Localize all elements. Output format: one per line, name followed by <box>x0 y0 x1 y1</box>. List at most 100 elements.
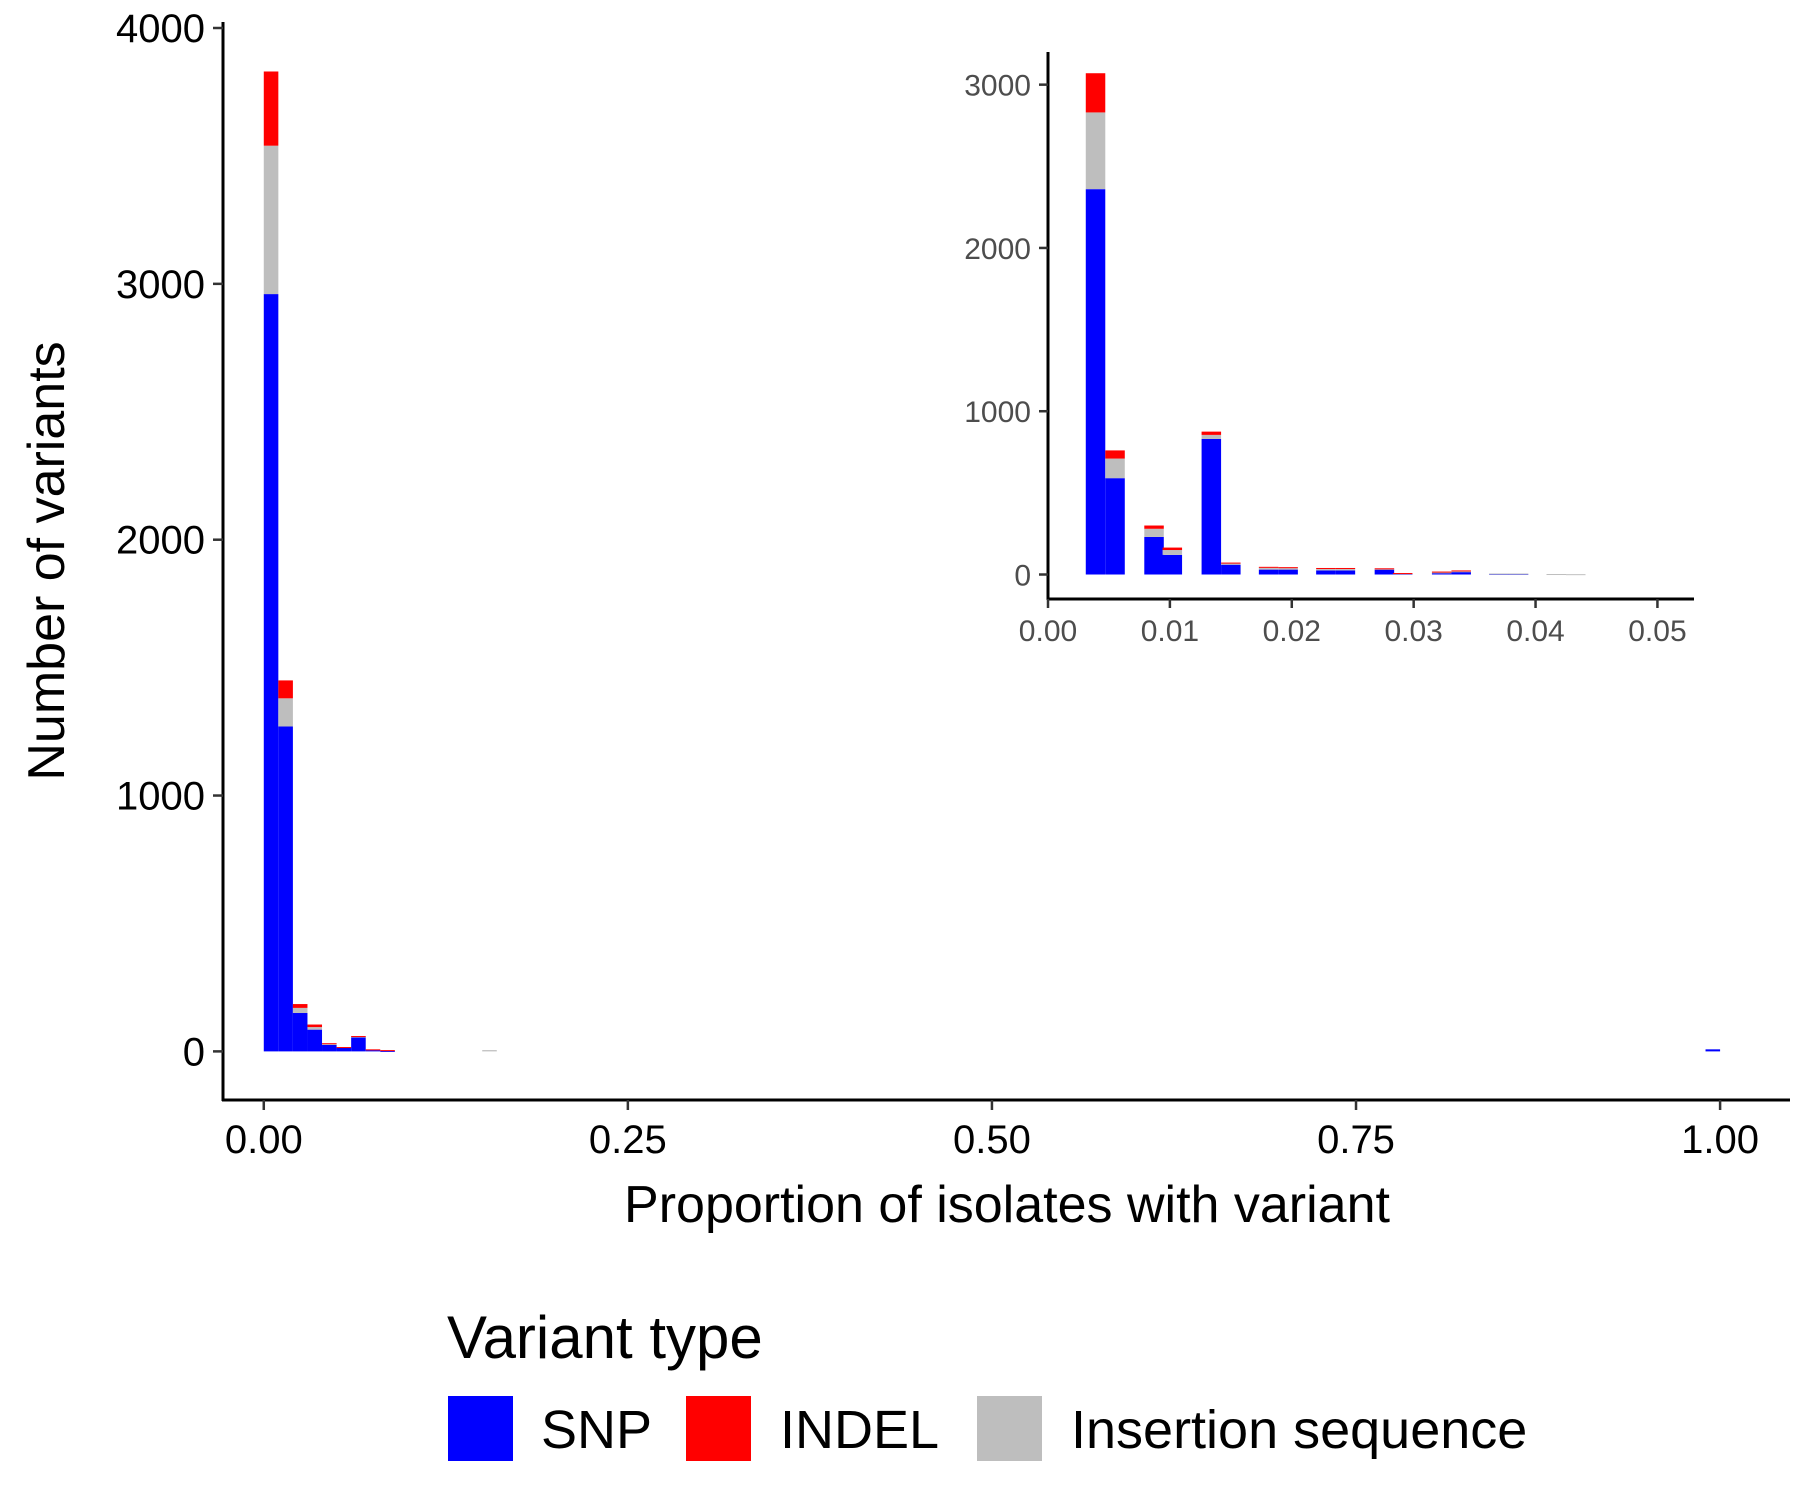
main-bar-indel-1 <box>278 680 293 699</box>
inset-bar-snp-6 <box>1258 569 1279 575</box>
inset-bar-indel-10 <box>1374 568 1395 570</box>
inset-bar-snp-12 <box>1431 572 1452 575</box>
inset-bar-snp-1 <box>1105 478 1125 575</box>
inset-y-tick-label: 2000 <box>964 233 1031 266</box>
legend-swatch-indel <box>686 1396 751 1461</box>
inset-bar-insertion-sequence-4 <box>1201 434 1222 439</box>
main-bar-snp-1 <box>278 726 293 1052</box>
inset-bar-snp-9 <box>1335 570 1356 575</box>
legend-label-snp: SNP <box>541 1400 652 1460</box>
main-bar-insertion-sequence-2 <box>292 1007 308 1014</box>
inset-bar-snp-13 <box>1451 572 1471 575</box>
main-bar-indel-8 <box>380 1050 395 1052</box>
inset-bars <box>1085 73 1586 576</box>
inset-x-tick-label: 0.01 <box>1141 615 1199 648</box>
inset-y-tick-label: 0 <box>1014 560 1031 593</box>
inset-bar-insertion-sequence-9 <box>1335 568 1356 571</box>
main-x-tick-label: 1.00 <box>1681 1118 1759 1162</box>
inset-bar-snp-10 <box>1374 569 1395 575</box>
inset-x-tick-label: 0.04 <box>1506 615 1564 648</box>
main-bar-indel-6 <box>351 1036 366 1038</box>
main-bar-snp-2 <box>292 1013 308 1052</box>
inset-x-ticks: 0.00 0.01 0.02 0.03 0.04 0.05 <box>1019 599 1687 648</box>
inset-bar-snp-2 <box>1144 536 1164 575</box>
main-bar-insertion-sequence-0 <box>263 145 279 295</box>
inset-bar-insertion-sequence-15 <box>1508 573 1529 575</box>
main-bar-insertion-sequence-9 <box>482 1050 497 1052</box>
main-bar-insertion-sequence-6 <box>351 1036 366 1038</box>
legend-label-indel: INDEL <box>780 1400 939 1460</box>
inset-bar-indel-3 <box>1162 547 1183 551</box>
inset-bar-insertion-sequence-2 <box>1144 528 1164 537</box>
inset-bar-insertion-sequence-0 <box>1085 112 1106 190</box>
legend-title: Variant type <box>447 1304 763 1371</box>
main-bars <box>263 71 1721 1052</box>
x-axis-title: Proportion of isolates with variant <box>624 1176 1390 1234</box>
main-y-ticks: 0 1000 2000 3000 4000 <box>116 7 223 1074</box>
inset-y-ticks: 0 1000 2000 3000 <box>964 70 1048 593</box>
inset-bar-snp-5 <box>1221 564 1241 575</box>
main-bar-snp-8 <box>380 1050 395 1052</box>
inset-bar-indel-12 <box>1431 571 1452 573</box>
main-bar-indel-2 <box>292 1004 308 1008</box>
legend: Variant type SNP INDEL Insertion sequenc… <box>447 1304 1527 1461</box>
inset-bar-insertion-sequence-16 <box>1546 574 1567 576</box>
main-bar-insertion-sequence-1 <box>278 698 293 727</box>
inset-bar-indel-4 <box>1201 431 1222 435</box>
legend-label-insertion-sequence: Insertion sequence <box>1071 1400 1527 1460</box>
inset-bar-indel-13 <box>1451 570 1471 572</box>
main-bar-indel-5 <box>336 1047 352 1049</box>
inset-x-tick-label: 0.03 <box>1384 615 1442 648</box>
main-bar-snp-5 <box>336 1047 352 1052</box>
inset-bar-insertion-sequence-3 <box>1162 550 1183 555</box>
inset-bar-insertion-sequence-12 <box>1431 572 1452 574</box>
main-x-tick-label: 0.00 <box>225 1118 303 1162</box>
inset-bar-indel-9 <box>1335 567 1356 569</box>
main-y-tick-label: 1000 <box>116 775 205 819</box>
inset-bar-insertion-sequence-14 <box>1489 573 1509 575</box>
inset-y-tick-label: 1000 <box>964 396 1031 429</box>
main-bar-snp-0 <box>263 294 279 1052</box>
main-bar-snp-6 <box>351 1037 366 1052</box>
inset-x-tick-label: 0.00 <box>1019 615 1077 648</box>
inset-bar-snp-4 <box>1201 438 1222 575</box>
main-bar-indel-3 <box>307 1024 323 1028</box>
inset-bar-insertion-sequence-13 <box>1451 571 1471 573</box>
inset-bar-indel-2 <box>1144 525 1164 529</box>
inset-bar-indel-1 <box>1105 450 1125 459</box>
main-y-tick-label: 4000 <box>116 7 205 51</box>
inset-x-tick-label: 0.02 <box>1263 615 1321 648</box>
main-bar-insertion-sequence-3 <box>307 1027 323 1030</box>
main-y-tick-label: 3000 <box>116 263 205 307</box>
inset-bar-snp-7 <box>1278 569 1298 575</box>
inset-x-tick-label: 0.05 <box>1628 615 1686 648</box>
main-bar-insertion-sequence-4 <box>322 1043 337 1045</box>
main-bar-snp-4 <box>322 1044 337 1052</box>
inset-bar-indel-5 <box>1221 562 1241 564</box>
main-bar-snp-7 <box>365 1050 381 1052</box>
inset-bar-snp-3 <box>1162 554 1183 575</box>
main-y-tick-label: 0 <box>183 1030 205 1074</box>
legend-swatch-snp <box>448 1396 513 1461</box>
main-x-tick-label: 0.50 <box>953 1118 1031 1162</box>
main-x-tick-label: 0.75 <box>1317 1118 1395 1162</box>
legend-swatch-insertion-sequence <box>977 1396 1042 1461</box>
inset-bar-insertion-sequence-17 <box>1566 574 1586 576</box>
inset-y-tick-label: 3000 <box>964 70 1031 103</box>
main-bar-snp-10 <box>1705 1049 1721 1052</box>
inset-bar-indel-0 <box>1085 73 1106 113</box>
inset-bar-insertion-sequence-8 <box>1316 568 1336 571</box>
main-bar-indel-4 <box>322 1043 337 1045</box>
main-x-ticks: 0.00 0.25 0.50 0.75 1.00 <box>225 1100 1759 1162</box>
main-bar-snp-3 <box>307 1029 323 1052</box>
main-y-tick-label: 2000 <box>116 519 205 563</box>
inset-bar-snp-0 <box>1085 189 1106 575</box>
inset-bar-indel-11 <box>1392 573 1413 575</box>
inset-bar-snp-8 <box>1316 570 1336 575</box>
inset-bar-indel-8 <box>1316 567 1336 569</box>
inset-bar-insertion-sequence-7 <box>1278 567 1298 570</box>
main-panel: 0 1000 2000 3000 4000 0.00 0.25 0.50 0.75 1.00 P… <box>18 7 1790 1234</box>
main-bar-indel-7 <box>365 1049 381 1051</box>
y-axis-title: Number of variants <box>18 341 76 780</box>
